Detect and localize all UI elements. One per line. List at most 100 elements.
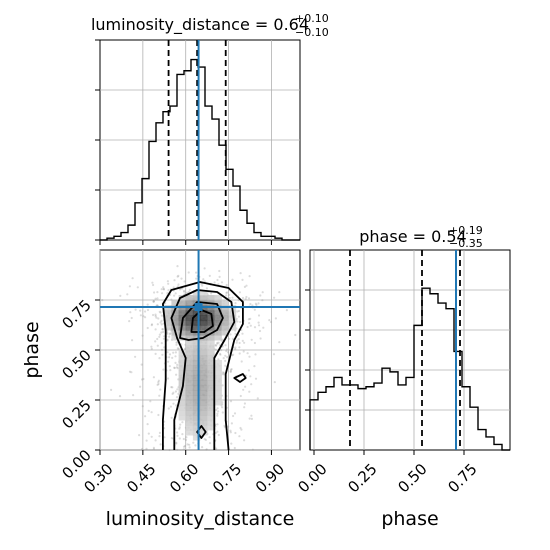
scatter-point	[154, 439, 157, 442]
y-tick-label: 0.75	[58, 296, 94, 332]
density-cell	[192, 350, 201, 356]
density-cell	[178, 330, 187, 336]
density-cell	[178, 405, 187, 411]
scatter-point	[173, 366, 176, 370]
scatter-point	[150, 345, 153, 348]
density-cell	[200, 390, 208, 396]
scatter-point	[166, 280, 169, 283]
scatter-point	[257, 321, 260, 324]
scatter-point	[247, 318, 250, 321]
scatter-point	[201, 446, 204, 449]
scatter-point	[236, 339, 239, 342]
density-cell	[207, 400, 215, 406]
x-ticks-top	[99, 240, 272, 245]
density-cell	[214, 400, 222, 406]
scatter-point	[225, 294, 228, 297]
scatter-point	[173, 294, 176, 297]
scatter-point	[241, 278, 244, 281]
scatter-point	[216, 342, 219, 345]
density-cell	[185, 405, 194, 411]
scatter-point	[201, 284, 204, 287]
x-axis-label-luminosity-distance: luminosity_distance	[106, 508, 295, 530]
y-tick-label: 0.25	[58, 396, 94, 432]
scatter-point	[224, 364, 227, 367]
density-cell	[200, 375, 208, 381]
scatter-point	[154, 340, 157, 343]
density-cell	[221, 330, 229, 336]
scatter-point	[182, 437, 185, 441]
scatter-point	[183, 444, 186, 448]
scatter-point	[177, 283, 180, 286]
scatter-point	[152, 448, 155, 451]
scatter-point	[150, 435, 153, 438]
density-cell	[192, 315, 201, 321]
density-cell	[192, 405, 201, 411]
density-cell	[178, 415, 187, 421]
density-cell	[207, 385, 215, 391]
scatter-point	[223, 424, 226, 427]
scatter-point	[226, 291, 229, 294]
scatter-point	[246, 352, 249, 355]
scatter-point	[152, 300, 155, 303]
density-cell	[192, 310, 201, 316]
scatter-point	[151, 281, 154, 284]
density-cell	[200, 385, 208, 391]
scatter-point	[158, 431, 161, 434]
density-cell	[214, 335, 222, 341]
density-cell	[164, 320, 172, 326]
density-cell	[200, 290, 208, 296]
scatter-point	[171, 386, 174, 389]
density-cell	[214, 315, 222, 321]
scatter-point	[269, 320, 273, 324]
scatter-point	[170, 437, 173, 440]
scatter-point	[167, 377, 170, 380]
density-cell	[185, 390, 194, 396]
scatter-point	[178, 288, 182, 291]
scatter-point	[229, 368, 233, 371]
scatter-point	[253, 308, 256, 311]
density-cell	[185, 410, 194, 416]
title-luminosity-distance-sub: −0.10	[295, 26, 329, 39]
scatter-point	[221, 338, 224, 341]
scatter-point	[226, 351, 230, 354]
scatter-point	[146, 303, 149, 306]
scatter-point	[219, 352, 222, 355]
scatter-point	[251, 448, 254, 451]
scatter-point	[221, 384, 224, 387]
scatter-point	[175, 343, 178, 346]
density-cell	[171, 315, 179, 321]
scatter-point	[176, 448, 179, 451]
contour-blob	[233, 373, 247, 383]
density-cell	[207, 420, 215, 426]
scatter-point	[161, 328, 164, 331]
density-cell	[214, 395, 222, 401]
contour-inner	[179, 301, 224, 341]
scatter-point	[285, 309, 288, 312]
scatter-point	[170, 386, 173, 389]
scatter-point	[242, 388, 245, 391]
density-cell	[200, 320, 208, 326]
scatter-point	[216, 412, 219, 415]
scatter-point	[217, 433, 220, 437]
scatter-point	[247, 369, 250, 372]
density-cell	[164, 310, 172, 316]
scatter-point	[253, 341, 256, 345]
density-cell	[178, 365, 187, 371]
scatter-point	[213, 281, 216, 284]
scatter-point	[159, 388, 162, 391]
scatter-point	[154, 315, 157, 318]
scatter-point	[178, 437, 181, 440]
scatter-point	[234, 302, 237, 305]
density-cell	[214, 330, 222, 336]
scatter-point	[221, 411, 224, 414]
scatter-point	[222, 371, 225, 374]
scatter-point	[168, 333, 171, 336]
scatter-point	[131, 277, 134, 280]
scatter-point	[214, 344, 217, 347]
density-cell	[200, 365, 208, 371]
scatter-point	[249, 375, 252, 378]
scatter-point	[176, 388, 179, 391]
density-cell	[200, 415, 208, 421]
scatter-point	[294, 333, 297, 337]
scatter-point	[259, 337, 262, 340]
